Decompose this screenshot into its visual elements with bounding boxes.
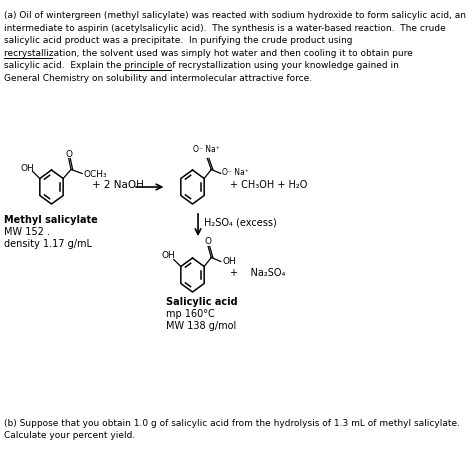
Text: Salicylic acid: Salicylic acid	[166, 297, 238, 307]
Text: O⁻ Na⁺: O⁻ Na⁺	[193, 144, 220, 153]
Text: OH: OH	[20, 164, 34, 173]
Text: salicylic acid product was a precipitate.  In purifying the crude product using: salicylic acid product was a precipitate…	[4, 36, 353, 45]
Text: H₂SO₄ (excess): H₂SO₄ (excess)	[203, 217, 276, 227]
Text: intermediate to aspirin (acetylsalicylic acid).  The synthesis is a water-based : intermediate to aspirin (acetylsalicylic…	[4, 23, 446, 32]
Text: OH: OH	[161, 251, 175, 260]
Text: MW 138 g/mol: MW 138 g/mol	[166, 321, 237, 331]
Text: OCH₃: OCH₃	[84, 170, 108, 179]
Text: mp 160°C: mp 160°C	[166, 309, 215, 319]
Text: Methyl salicylate: Methyl salicylate	[4, 215, 98, 225]
Text: MW 152 .: MW 152 .	[4, 227, 50, 237]
Text: + 2 NaOH: + 2 NaOH	[92, 180, 144, 190]
Text: (a) Oil of wintergreen (methyl salicylate) was reacted with sodium hydroxide to : (a) Oil of wintergreen (methyl salicylat…	[4, 11, 466, 20]
Text: Calculate your percent yield.: Calculate your percent yield.	[4, 431, 135, 440]
Text: (b) Suppose that you obtain 1.0 g of salicylic acid from the hydrolysis of 1.3 m: (b) Suppose that you obtain 1.0 g of sal…	[4, 419, 460, 428]
Text: O: O	[205, 237, 211, 246]
Text: O: O	[66, 150, 73, 159]
Text: OH: OH	[222, 257, 236, 266]
Text: recrystallization, the solvent used was simply hot water and then cooling it to : recrystallization, the solvent used was …	[4, 48, 413, 58]
Text: salicylic acid.  Explain the principle of recrystallization using your knowledge: salicylic acid. Explain the principle of…	[4, 61, 399, 70]
Text: +    Na₂SO₄: + Na₂SO₄	[230, 268, 285, 278]
Text: density 1.17 g/mL: density 1.17 g/mL	[4, 239, 92, 249]
Text: + CH₃OH + H₂O: + CH₃OH + H₂O	[230, 180, 307, 190]
Text: O⁻ Na⁺: O⁻ Na⁺	[222, 168, 249, 177]
Text: General Chemistry on solubility and intermolecular attractive force.: General Chemistry on solubility and inte…	[4, 74, 312, 83]
